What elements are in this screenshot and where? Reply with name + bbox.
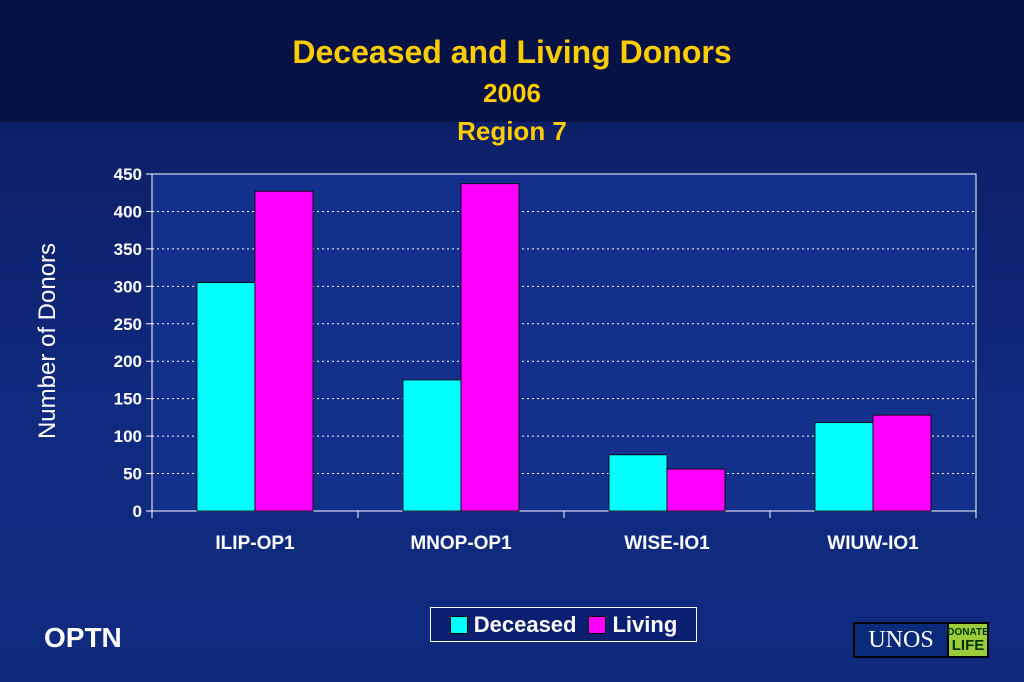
bar-living-mnop-op1 [460, 183, 520, 512]
bar-living-wise-io1 [666, 468, 726, 512]
legend: Deceased Living [430, 607, 697, 642]
x-tick-label: ILIP-OP1 [215, 533, 295, 554]
title-band [0, 0, 1024, 122]
bar-living-wiuw-io1 [872, 414, 932, 512]
bar-deceased-mnop-op1 [402, 379, 462, 512]
bar-deceased-wiuw-io1 [814, 422, 874, 512]
bar-living-ilip-op1 [254, 190, 314, 512]
donate-life-bottom: LIFE [951, 637, 985, 654]
y-tick-label: 200 [114, 352, 142, 371]
y-tick-label: 50 [123, 465, 142, 484]
optn-brand: OPTN [44, 622, 122, 653]
donate-life-top: DONATE [947, 627, 989, 638]
y-tick-label: 100 [114, 427, 142, 446]
donate-life-badge: DONATE LIFE [947, 624, 989, 656]
y-tick-label: 450 [114, 165, 142, 184]
y-tick-label: 0 [133, 502, 142, 521]
legend-swatch-living [588, 615, 607, 634]
legend-label-living: Living [612, 611, 678, 637]
x-tick-label: MNOP-OP1 [410, 533, 512, 554]
x-tick-label: WIUW-IO1 [827, 533, 919, 554]
x-tick-label: WISE-IO1 [624, 533, 710, 554]
chart-subtitle-year: 2006 [483, 78, 541, 108]
y-tick-label: 150 [114, 390, 142, 409]
legend-item-deceased: Deceased [449, 611, 577, 638]
chart-subtitle-region: Region 7 [457, 116, 567, 146]
bar-deceased-wise-io1 [608, 454, 668, 512]
y-tick-label: 300 [114, 277, 142, 296]
y-tick-label: 350 [114, 240, 142, 259]
y-tick-label: 400 [114, 202, 142, 221]
chart-title: Deceased and Living Donors [292, 34, 732, 70]
legend-item-living: Living [588, 612, 677, 638]
unos-donate-life-logo: UNOS DONATE LIFE [853, 622, 989, 658]
legend-swatch-deceased [449, 615, 468, 634]
legend-label-deceased: Deceased [473, 611, 577, 637]
y-tick-label: 250 [114, 315, 142, 334]
bar-deceased-ilip-op1 [196, 282, 256, 512]
title-block: Deceased and Living Donors 2006 Region 7 [0, 30, 1024, 150]
unos-logo-text: UNOS [855, 624, 949, 656]
